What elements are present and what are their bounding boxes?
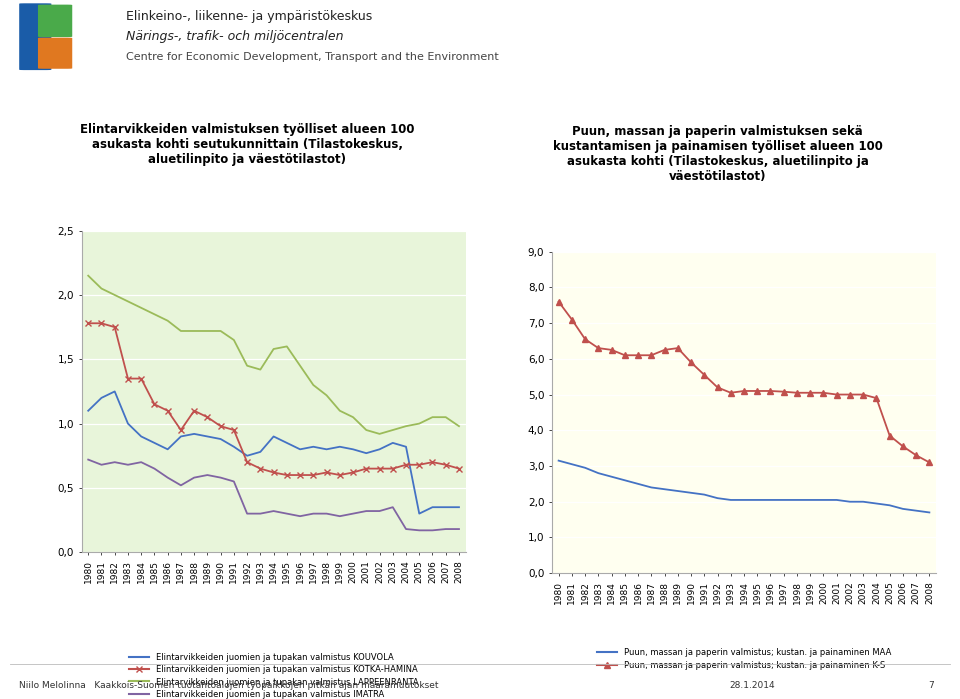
Text: 28.1.2014: 28.1.2014 (730, 681, 776, 690)
Text: 7: 7 (928, 681, 934, 690)
Text: Elinkeino-, liikenne- ja ympäristökeskus: Elinkeino-, liikenne- ja ympäristökeskus (126, 10, 372, 22)
Text: Närings-, trafik- och miljöcentralen: Närings-, trafik- och miljöcentralen (126, 30, 344, 43)
FancyBboxPatch shape (38, 38, 72, 69)
Text: Puun, massan ja paperin valmistuksen sekä
kustantamisen ja painamisen työlliset : Puun, massan ja paperin valmistuksen sek… (553, 125, 882, 183)
FancyBboxPatch shape (38, 5, 72, 37)
Legend: Puun, massan ja paperin valmistus; kustan. ja painaminen MAA, Puun, massan ja pa: Puun, massan ja paperin valmistus; kusta… (596, 648, 892, 670)
Text: Centre for Economic Development, Transport and the Environment: Centre for Economic Development, Transpo… (126, 52, 498, 62)
Text: Elintarvikkeiden valmistuksen työlliset alueen 100
asukasta kohti seutukunnittai: Elintarvikkeiden valmistuksen työlliset … (80, 123, 415, 166)
FancyBboxPatch shape (19, 3, 52, 70)
Legend: Elintarvikkeiden juomien ja tupakan valmistus KOUVOLA, Elintarvikkeiden juomien : Elintarvikkeiden juomien ja tupakan valm… (129, 653, 419, 699)
Text: Niilo Melolinna   Kaakkois-Suomen tuotantoalojen työpaikkojen pitkän ajan määräm: Niilo Melolinna Kaakkois-Suomen tuotanto… (19, 681, 439, 690)
